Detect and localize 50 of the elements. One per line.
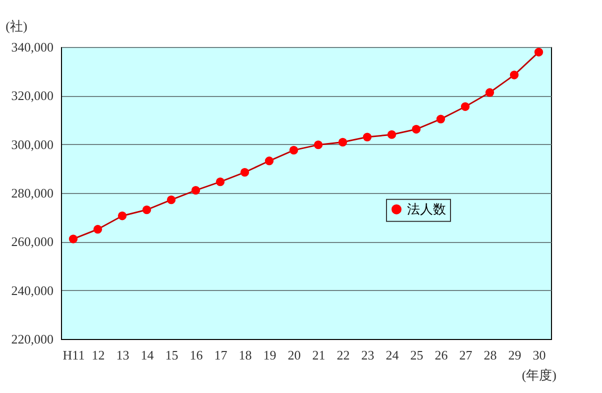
point [118, 212, 127, 220]
y-tick-label: 320,000 [11, 88, 54, 104]
point [314, 140, 323, 150]
point [264, 156, 274, 166]
point [338, 138, 348, 146]
y-tick-label: 260,000 [11, 234, 54, 250]
x-axis-title: (年度) [522, 368, 556, 382]
x-tick-label: 29 [508, 348, 522, 362]
x-tick-label: 13 [116, 348, 130, 362]
point [436, 114, 446, 124]
x-tick-label: 23 [361, 348, 374, 362]
y-tick-label: 300,000 [11, 136, 54, 152]
legend-label: 法人数 [407, 201, 446, 216]
point [68, 234, 78, 244]
y-tick-label: 240,000 [11, 282, 54, 298]
point [412, 124, 421, 134]
point [510, 70, 519, 80]
x-tick-label: 15 [165, 348, 178, 362]
x-tick-label: 26 [434, 348, 448, 362]
y-axis-title: (社) [6, 18, 28, 34]
x-tick-label: 17 [214, 348, 228, 362]
y-tick-label: 340,000 [11, 40, 54, 54]
x-tick-label: H11 [62, 348, 85, 362]
x-tick-label: 27 [459, 348, 473, 362]
x-tick-label: 24 [386, 348, 400, 362]
point [289, 146, 298, 154]
x-tick-label: 25 [410, 348, 424, 362]
point [362, 132, 372, 142]
point [166, 195, 176, 204]
point [485, 88, 494, 97]
x-tick-label: 14 [140, 348, 154, 362]
x-tick-label: 30 [532, 348, 546, 362]
point [191, 186, 200, 195]
x-tick-label: 22 [336, 348, 350, 362]
x-tick-label: 21 [312, 348, 326, 362]
point [534, 48, 544, 56]
point [387, 130, 396, 139]
x-tick-label: 20 [288, 348, 301, 362]
x-tick-label: 16 [190, 348, 204, 362]
y-tick-label: 280,000 [11, 186, 54, 200]
x-tick-label: 12 [92, 348, 105, 362]
point [240, 168, 250, 177]
point [93, 224, 102, 234]
x-tick-label: 28 [484, 348, 497, 362]
y-tick-label: 220,000 [11, 332, 54, 346]
x-tick-label: 19 [263, 348, 276, 362]
point [460, 102, 470, 111]
point [142, 205, 152, 214]
x-tick-label: 18 [238, 348, 252, 362]
point [216, 177, 225, 186]
